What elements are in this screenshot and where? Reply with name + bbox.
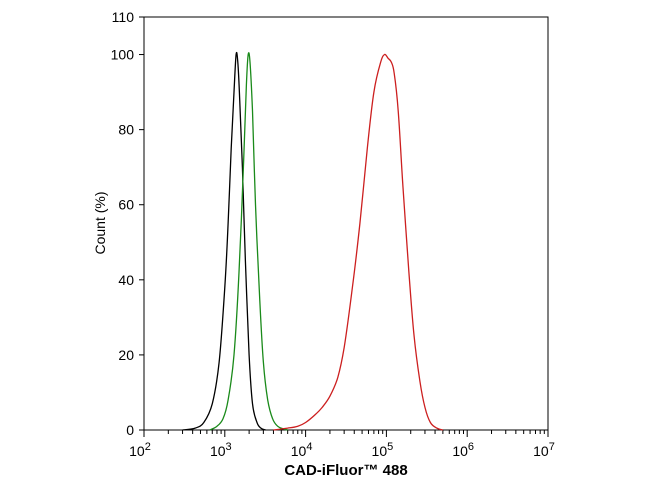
y-axis-ticks: 0 20 40 60 80 100 110: [111, 9, 144, 438]
x-tick-base: 10: [210, 443, 226, 459]
x-axis-ticks: 102 103 104 105 106 107: [129, 430, 555, 459]
y-tick-label: 20: [118, 347, 134, 363]
x-tick-exponent: 2: [145, 441, 151, 453]
y-axis-title: Count (%): [92, 191, 108, 254]
x-axis-title: CAD-iFluor™ 488: [284, 462, 407, 479]
x-tick-exponent: 3: [226, 441, 232, 453]
series-line-3: [273, 53, 444, 431]
x-tick-label: 104: [291, 441, 313, 459]
y-tick-label: 100: [111, 47, 135, 63]
y-tick-label: 0: [126, 422, 134, 438]
y-tick-label: 40: [118, 272, 134, 288]
x-tick-label: 107: [533, 441, 555, 459]
y-tick-label: 110: [112, 9, 135, 25]
x-tick-base: 10: [452, 443, 468, 459]
x-tick-exponent: 7: [549, 441, 555, 453]
x-tick-label: 102: [129, 441, 151, 459]
series-line-1: [182, 51, 266, 431]
x-tick-base: 10: [533, 443, 549, 459]
x-tick-base: 10: [291, 443, 307, 459]
x-tick-exponent: 5: [387, 441, 393, 453]
y-tick-label: 80: [118, 122, 134, 138]
x-tick-exponent: 4: [306, 441, 312, 453]
plot-frame: [143, 16, 549, 431]
series-line-2: [209, 52, 288, 431]
x-tick-exponent: 6: [468, 441, 474, 453]
x-tick-label: 106: [452, 441, 474, 459]
y-tick-label: 60: [118, 197, 134, 213]
x-tick-base: 10: [129, 443, 145, 459]
x-tick-label: 105: [372, 441, 394, 459]
series-layer: [182, 51, 444, 431]
x-tick-label: 103: [210, 441, 232, 459]
x-tick-base: 10: [372, 443, 388, 459]
